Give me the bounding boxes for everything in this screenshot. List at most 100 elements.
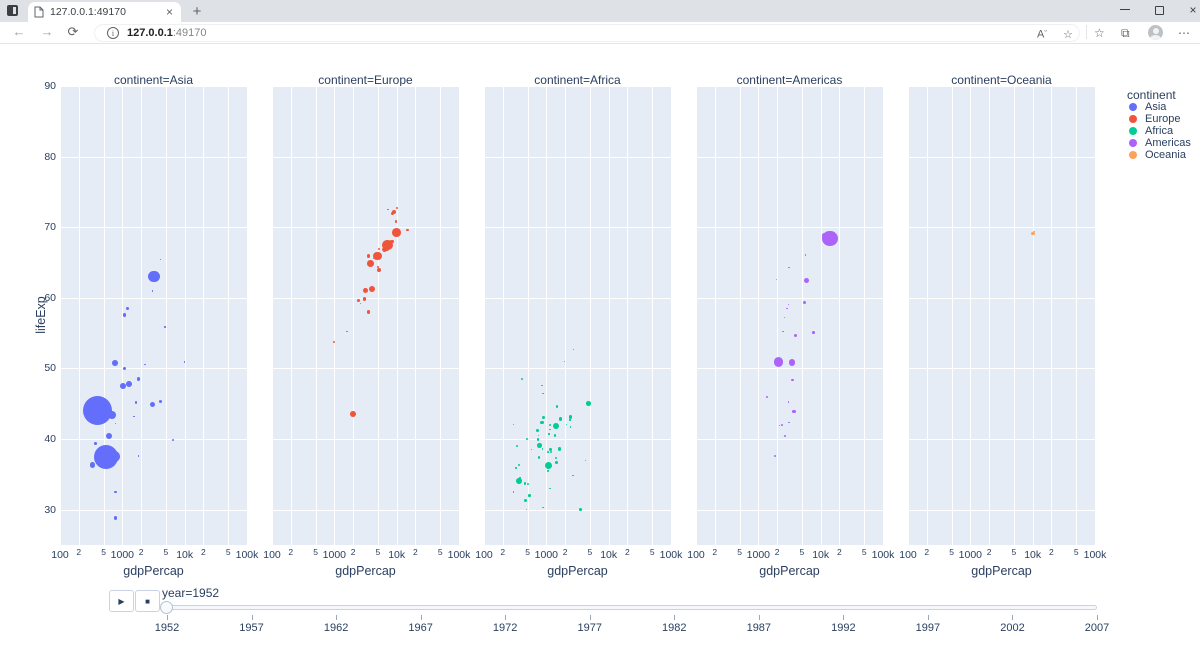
data-point[interactable]	[541, 448, 543, 450]
data-point[interactable]	[382, 239, 393, 251]
data-point[interactable]	[137, 377, 141, 381]
data-point[interactable]	[554, 461, 558, 464]
data-point[interactable]	[778, 424, 781, 427]
data-point[interactable]	[803, 300, 807, 304]
data-point[interactable]	[536, 437, 540, 441]
data-point[interactable]	[120, 383, 126, 389]
data-point[interactable]	[111, 359, 118, 366]
data-point[interactable]	[138, 455, 140, 457]
data-point[interactable]	[372, 257, 375, 260]
data-point[interactable]	[549, 448, 553, 452]
data-point[interactable]	[791, 378, 794, 381]
data-point[interactable]	[134, 401, 137, 404]
browser-tab[interactable]: 127.0.0.1:49170 ×	[28, 2, 181, 22]
data-point[interactable]	[387, 208, 389, 211]
data-point[interactable]	[541, 384, 543, 387]
data-point[interactable]	[572, 475, 574, 477]
close-window-button[interactable]: ×	[1189, 3, 1197, 17]
data-point[interactable]	[569, 419, 571, 421]
data-point[interactable]	[773, 454, 776, 458]
data-point[interactable]	[787, 303, 789, 305]
data-point[interactable]	[108, 451, 121, 463]
data-point[interactable]	[122, 313, 127, 317]
data-point[interactable]	[564, 360, 566, 363]
data-point[interactable]	[1033, 230, 1035, 233]
slider-tick-label[interactable]: 1962	[323, 622, 349, 634]
data-point[interactable]	[183, 361, 185, 363]
data-point[interactable]	[381, 248, 386, 252]
workspaces-icon[interactable]	[5, 3, 21, 19]
data-point[interactable]	[557, 447, 562, 451]
data-point[interactable]	[82, 396, 113, 426]
data-point[interactable]	[783, 316, 786, 319]
data-point[interactable]	[528, 494, 532, 497]
data-point[interactable]	[520, 377, 524, 381]
data-point[interactable]	[394, 220, 398, 223]
data-point[interactable]	[788, 359, 796, 367]
slider-tick-label[interactable]: 1977	[577, 622, 602, 634]
slider-tick-label[interactable]: 1957	[239, 622, 264, 634]
data-point[interactable]	[547, 470, 549, 472]
data-point[interactable]	[377, 267, 382, 272]
tab-close-icon[interactable]: ×	[165, 5, 173, 19]
data-point[interactable]	[362, 297, 367, 302]
data-point[interactable]	[104, 464, 108, 468]
new-tab-button[interactable]: +	[192, 3, 202, 20]
data-point[interactable]	[349, 410, 356, 417]
data-point[interactable]	[544, 461, 552, 469]
data-point[interactable]	[515, 477, 522, 484]
collections-icon[interactable]: ⧉	[1121, 26, 1130, 40]
data-point[interactable]	[541, 506, 544, 509]
data-point[interactable]	[377, 248, 381, 251]
slider-tick-label[interactable]: 1992	[831, 622, 856, 634]
data-point[interactable]	[586, 401, 591, 407]
data-point[interactable]	[362, 287, 368, 293]
data-point[interactable]	[537, 434, 539, 437]
read-aloud-icon[interactable]: Aᵕ	[1037, 28, 1047, 41]
data-point[interactable]	[105, 433, 112, 440]
data-point[interactable]	[793, 333, 797, 337]
data-point[interactable]	[579, 508, 582, 511]
data-point[interactable]	[776, 362, 782, 367]
slider-tick-label[interactable]: 1967	[408, 622, 433, 634]
data-point[interactable]	[549, 423, 552, 426]
data-point[interactable]	[572, 348, 575, 351]
data-point[interactable]	[360, 302, 362, 305]
data-point[interactable]	[787, 400, 790, 403]
data-point[interactable]	[526, 509, 528, 511]
data-point[interactable]	[527, 482, 530, 485]
slider-tick-label[interactable]: 1997	[915, 622, 941, 634]
slider-tick-label[interactable]: 2007	[1084, 622, 1110, 634]
data-point[interactable]	[535, 428, 540, 433]
data-point[interactable]	[537, 443, 542, 448]
data-point[interactable]	[122, 366, 127, 371]
data-point[interactable]	[89, 462, 96, 468]
data-point[interactable]	[552, 422, 559, 429]
stop-button[interactable]: ■	[135, 590, 160, 612]
data-point[interactable]	[542, 392, 544, 394]
data-point[interactable]	[526, 438, 529, 441]
slider-tick-label[interactable]: 1982	[662, 622, 687, 634]
data-point[interactable]	[133, 415, 135, 418]
data-point[interactable]	[555, 457, 558, 460]
data-point[interactable]	[356, 298, 361, 303]
data-point[interactable]	[513, 423, 515, 425]
address-bar[interactable]: i 127.0.0.1:49170 Aᵕ ☆	[94, 24, 1080, 42]
data-point[interactable]	[549, 451, 552, 454]
data-point[interactable]	[125, 381, 132, 387]
data-point[interactable]	[554, 434, 557, 437]
data-point[interactable]	[523, 482, 527, 485]
data-point[interactable]	[519, 477, 521, 479]
data-point[interactable]	[804, 253, 807, 256]
data-point[interactable]	[569, 426, 571, 428]
data-point[interactable]	[346, 331, 348, 333]
data-point[interactable]	[786, 307, 788, 310]
data-point[interactable]	[373, 251, 382, 261]
slider-tick-label[interactable]: 1952	[154, 622, 180, 634]
data-point[interactable]	[515, 467, 517, 469]
data-point[interactable]	[164, 326, 166, 328]
data-point[interactable]	[518, 464, 521, 467]
data-point[interactable]	[548, 487, 551, 490]
restore-button[interactable]	[1142, 0, 1176, 22]
data-point[interactable]	[781, 423, 784, 427]
